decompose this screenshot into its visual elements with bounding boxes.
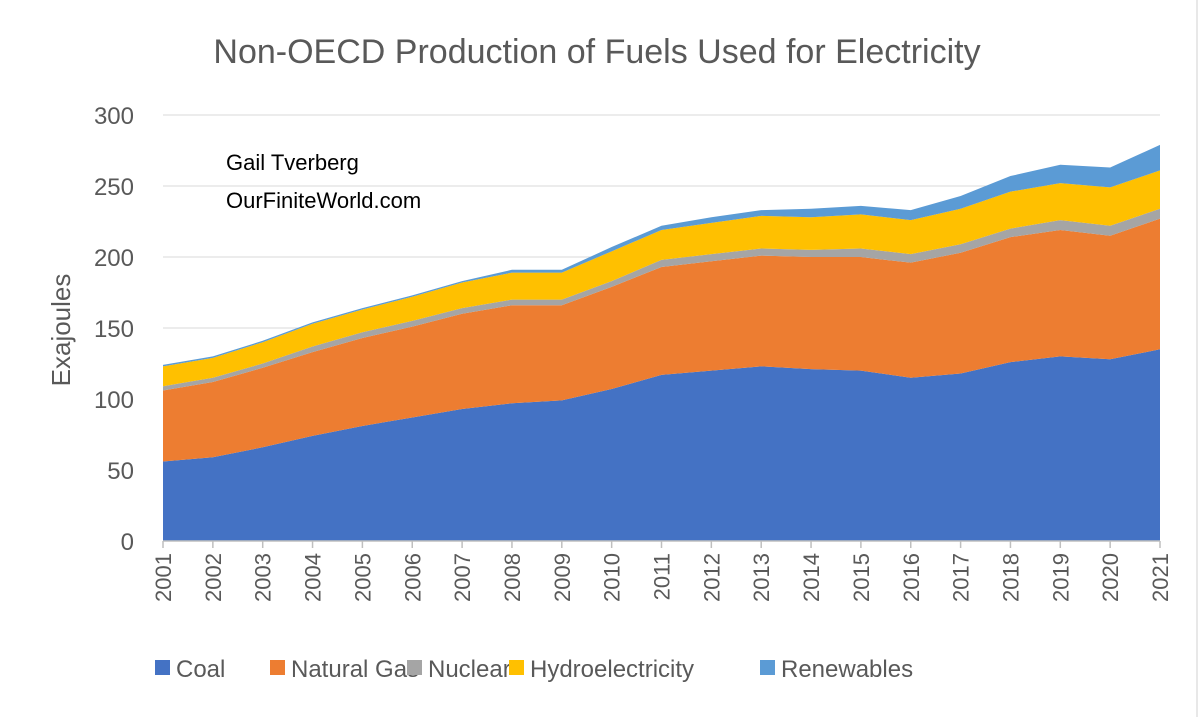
legend-label-renewables: Renewables	[781, 656, 913, 683]
x-tick-label: 2002	[201, 553, 226, 602]
x-tick-label: 2006	[400, 553, 425, 602]
x-tick-label: 2017	[949, 553, 974, 602]
x-tick-label: 2011	[650, 553, 675, 600]
legend-label-hydroelectricity: Hydroelectricity	[530, 656, 694, 683]
legend-label-natural-gas: Natural Gas	[291, 656, 419, 683]
y-tick-label: 150	[94, 316, 134, 343]
area-hydroelectricity	[163, 170, 1160, 387]
x-tick-label: 2016	[899, 553, 924, 602]
annotation-author: Gail Tverberg	[226, 150, 359, 175]
x-tick-label: 2005	[350, 553, 375, 602]
y-tick-label: 300	[94, 103, 134, 130]
axes: 0 50 100 150 200 250 300 2001 2002 2003 2004 2005 20…	[94, 103, 1173, 602]
y-tick-label: 100	[94, 387, 134, 414]
area-coal	[163, 349, 1160, 541]
y-tick-label: 200	[94, 245, 134, 272]
x-tick-label: 2020	[1098, 553, 1123, 602]
y-tick-label: 250	[94, 174, 134, 201]
x-tick-label: 2013	[749, 553, 774, 602]
x-tick-label: 2001	[151, 553, 176, 602]
area-renewables	[163, 144, 1160, 367]
plot-areas	[163, 144, 1160, 541]
legend-label-nuclear: Nuclear	[428, 656, 511, 683]
legend-swatch-hydroelectricity	[509, 660, 524, 675]
y-tick-label: 50	[107, 458, 134, 485]
x-tick-label: 2008	[500, 553, 525, 602]
x-tick-label: 2018	[998, 553, 1023, 602]
x-tick-label: 2003	[251, 553, 276, 602]
legend-swatch-coal	[155, 660, 170, 675]
x-tick-label: 2015	[849, 553, 874, 602]
y-tick-label: 0	[121, 529, 134, 556]
legend-swatch-natural-gas	[270, 660, 285, 675]
annotation-website: OurFiniteWorld.com	[226, 188, 421, 213]
x-tick-label: 2007	[450, 553, 475, 602]
x-tick-label: 2009	[550, 553, 575, 602]
x-tick-label: 2014	[799, 553, 824, 602]
legend-swatch-renewables	[760, 660, 775, 675]
x-tick-label: 2004	[301, 553, 326, 602]
legend-label-coal: Coal	[176, 656, 225, 683]
x-tick-label: 2012	[699, 553, 724, 602]
y-axis-label: Exajoules	[46, 274, 76, 387]
x-tick-label: 2019	[1048, 553, 1073, 602]
x-tick-label: 2021	[1148, 553, 1173, 602]
legend: Coal Natural Gas Nuclear Hydroelectricity Re…	[155, 656, 913, 683]
chart-title: Non-OECD Production of Fuels Used for El…	[213, 33, 980, 71]
x-tick-label: 2010	[600, 553, 625, 602]
legend-swatch-nuclear	[407, 660, 422, 675]
area-natural-gas	[163, 218, 1160, 462]
